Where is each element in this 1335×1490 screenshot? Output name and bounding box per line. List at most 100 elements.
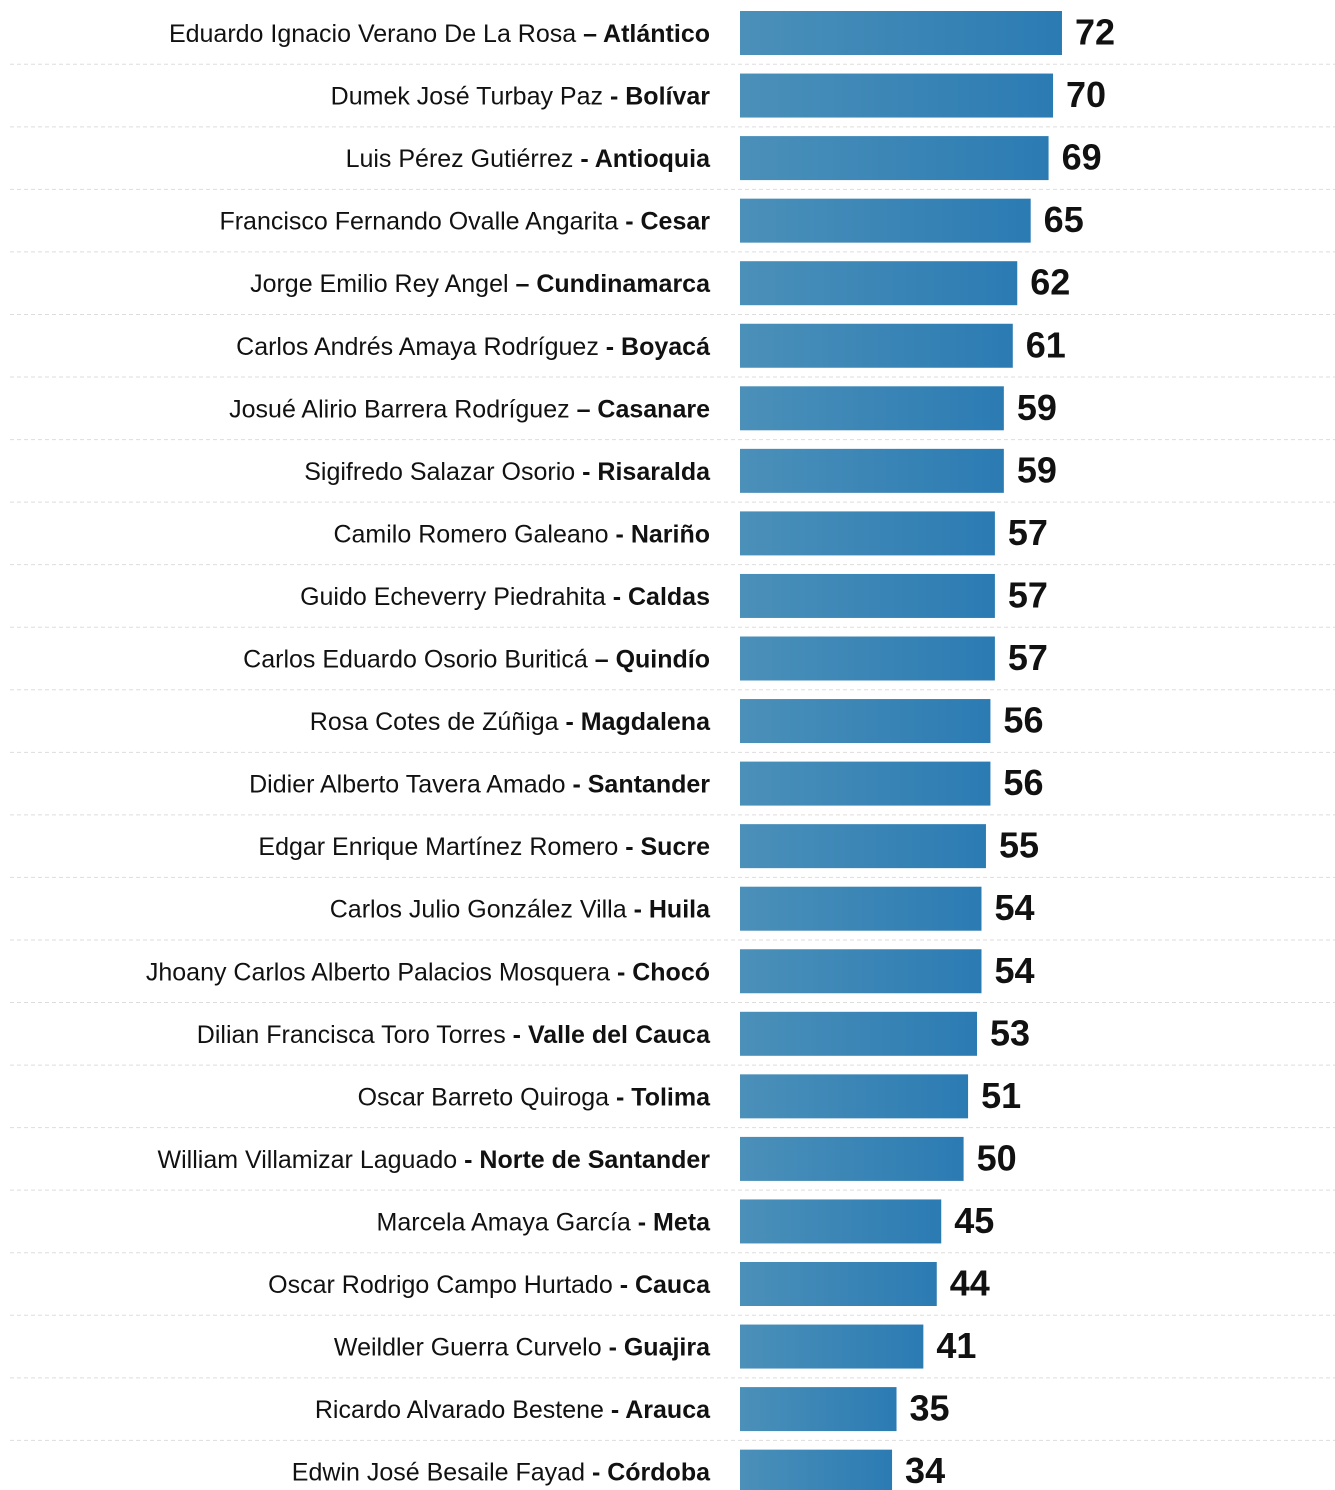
category-label: Luis Pérez Gutiérrez - Antioquia (346, 145, 712, 173)
bar (740, 1136, 964, 1181)
candidate-name: William Villamizar Laguado (158, 1146, 458, 1174)
department: – Atlántico (583, 20, 710, 48)
bar (740, 1262, 937, 1306)
bar (740, 1387, 897, 1432)
category-label: Oscar Barreto Quiroga - Tolima (358, 1083, 712, 1111)
category-label: Marcela Amaya García - Meta (377, 1208, 712, 1236)
category-label: Weildler Guerra Curvelo - Guajira (334, 1333, 711, 1361)
candidate-name: Camilo Romero Galeano (333, 520, 608, 548)
bar (740, 1324, 924, 1369)
category-label: Carlos Andrés Amaya Rodríguez - Boyacá (236, 332, 710, 360)
bar (740, 198, 1031, 243)
department: - Antioquia (580, 145, 711, 173)
bar (740, 1199, 942, 1244)
bar (740, 636, 995, 681)
category-label: Carlos Julio González Villa - Huila (330, 895, 711, 923)
department: - Sucre (625, 833, 710, 861)
candidate-name: Didier Alberto Tavera Amado (249, 770, 565, 798)
bar (740, 1074, 969, 1119)
category-label: Guido Echeverry Piedrahita - Caldas (300, 583, 710, 611)
department: - Nariño (616, 520, 710, 548)
value-label: 62 (1030, 262, 1070, 303)
department: - Santander (572, 770, 710, 798)
department: - Arauca (611, 1396, 711, 1424)
value-label: 44 (950, 1263, 990, 1304)
candidate-name: Jorge Emilio Rey Angel (250, 270, 508, 298)
department: - Caldas (613, 583, 710, 611)
department: – Cundinamarca (515, 270, 711, 298)
category-label: William Villamizar Laguado - Norte de Sa… (158, 1146, 711, 1174)
candidate-name: Carlos Andrés Amaya Rodríguez (236, 332, 599, 360)
category-label: Oscar Rodrigo Campo Hurtado - Cauca (268, 1271, 711, 1299)
department: - Boyacá (606, 332, 710, 360)
candidate-name: Oscar Barreto Quiroga (358, 1083, 610, 1111)
department: - Guajira (609, 1333, 712, 1361)
value-label: 72 (1075, 12, 1115, 53)
candidate-name: Ricardo Alvarado Bestene (315, 1396, 604, 1424)
candidate-name: Jhoany Carlos Alberto Palacios Mosquera (146, 958, 610, 986)
category-label: Sigifredo Salazar Osorio - Risaralda (304, 457, 711, 485)
department: - Huila (634, 895, 711, 923)
bar (740, 73, 1054, 118)
category-label: Dumek José Turbay Paz - Bolívar (331, 82, 711, 110)
candidate-name: Rosa Cotes de Zúñiga (310, 708, 559, 736)
value-label: 51 (981, 1075, 1021, 1116)
category-label: Eduardo Ignacio Verano De La Rosa – Atlá… (169, 20, 710, 48)
department: - Cauca (620, 1271, 711, 1299)
value-label: 56 (1003, 762, 1043, 803)
value-label: 54 (994, 950, 1034, 991)
category-label: Carlos Eduardo Osorio Buriticá – Quindío (243, 645, 710, 673)
value-label: 61 (1026, 324, 1066, 365)
bar (740, 886, 982, 931)
department: - Cesar (625, 207, 710, 235)
bar (740, 11, 1062, 55)
candidate-name: Luis Pérez Gutiérrez (346, 145, 574, 173)
candidate-name: Edgar Enrique Martínez Romero (258, 833, 618, 861)
value-label: 57 (1008, 637, 1048, 678)
department: - Bolívar (610, 82, 710, 110)
bar (740, 448, 1004, 493)
candidate-name: Eduardo Ignacio Verano De La Rosa (169, 20, 576, 48)
candidate-name: Sigifredo Salazar Osorio (304, 457, 575, 485)
bar (740, 323, 1013, 368)
candidate-name: Carlos Julio González Villa (330, 895, 627, 923)
department: - Norte de Santander (464, 1146, 710, 1174)
value-label: 50 (977, 1137, 1017, 1178)
category-label: Jorge Emilio Rey Angel – Cundinamarca (250, 270, 711, 298)
candidate-name: Dumek José Turbay Paz (331, 82, 603, 110)
value-label: 56 (1003, 700, 1043, 741)
bar (740, 573, 995, 618)
bar (740, 949, 982, 994)
bar (740, 761, 991, 806)
value-label: 59 (1017, 449, 1057, 490)
department: - Chocó (617, 958, 710, 986)
bar (740, 511, 995, 556)
category-label: Josué Alirio Barrera Rodríguez – Casanar… (229, 395, 710, 423)
department: - Tolima (616, 1083, 711, 1111)
department: – Casanare (577, 395, 711, 423)
value-label: 57 (1008, 574, 1048, 615)
candidate-name: Francisco Fernando Ovalle Angarita (219, 207, 618, 235)
category-label: Jhoany Carlos Alberto Palacios Mosquera … (146, 958, 710, 986)
bar (740, 261, 1018, 306)
candidate-name: Dilian Francisca Toro Torres (197, 1020, 506, 1048)
category-label: Rosa Cotes de Zúñiga - Magdalena (310, 708, 711, 736)
value-label: 59 (1017, 387, 1057, 428)
candidate-name: Marcela Amaya García (377, 1208, 631, 1236)
value-label: 55 (999, 825, 1039, 866)
category-label: Ricardo Alvarado Bestene - Arauca (315, 1396, 711, 1424)
bar (740, 824, 986, 869)
bar (740, 1449, 893, 1490)
bar (740, 1011, 978, 1056)
bar (740, 136, 1049, 181)
candidate-name: Oscar Rodrigo Campo Hurtado (268, 1271, 613, 1299)
candidate-name: Josué Alirio Barrera Rodríguez (229, 395, 569, 423)
value-label: 57 (1008, 512, 1048, 553)
department: - Valle del Cauca (513, 1020, 711, 1048)
category-label: Edwin José Besaile Fayad - Córdoba (292, 1458, 711, 1486)
bar (740, 386, 1004, 431)
value-label: 35 (910, 1388, 950, 1429)
value-label: 65 (1044, 199, 1084, 240)
candidate-name: Weildler Guerra Curvelo (334, 1333, 602, 1361)
